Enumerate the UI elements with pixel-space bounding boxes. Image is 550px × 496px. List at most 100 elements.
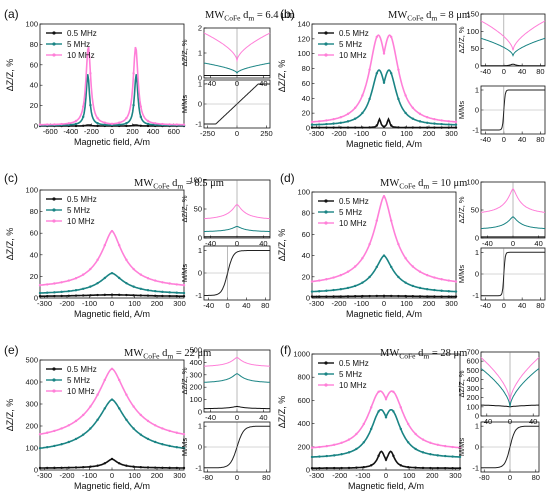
series-marker-2: [429, 441, 432, 445]
series-marker-0: [146, 294, 150, 297]
x-tick-label: 80: [536, 135, 544, 144]
series-marker-1: [89, 103, 92, 107]
legend-marker-0: [52, 31, 56, 35]
series-marker-0: [182, 295, 186, 298]
series-marker-1: [175, 291, 178, 294]
series-marker-1: [421, 451, 425, 454]
series-marker-0: [429, 466, 432, 470]
series-marker-1: [354, 117, 357, 120]
x-tick-label: 80: [262, 473, 270, 482]
y-tick-label: 0: [34, 294, 38, 303]
series-marker-2: [384, 397, 388, 401]
y-tick-label: 0: [306, 124, 310, 133]
x-tick-label: 100: [403, 471, 416, 480]
legend-marker-1: [52, 208, 56, 212]
panel-label: (c): [4, 171, 18, 185]
legend-label: 0.5 MHz: [67, 29, 97, 38]
series-marker-1: [182, 447, 186, 450]
x-axis-label: Magnetic field, A/m: [348, 481, 424, 491]
series-marker-0: [89, 465, 92, 468]
series-marker-1: [390, 72, 393, 75]
y-tick-label: 600: [297, 396, 310, 405]
series-marker-2: [125, 258, 128, 262]
x-tick-label: 100: [400, 129, 413, 138]
panel-label: (f): [280, 343, 291, 357]
y-tick-label: 0: [475, 62, 479, 71]
x-tick-label: -40: [480, 67, 491, 76]
x-tick-label: -40: [481, 417, 492, 426]
title-subscript-m: m: [248, 14, 254, 23]
series-marker-0: [440, 295, 443, 298]
series-marker-1: [397, 275, 400, 279]
y-axis-label: M/Ms: [457, 101, 466, 120]
series-marker-1: [458, 455, 462, 459]
series-marker-2: [426, 273, 429, 277]
series-marker-1: [418, 120, 422, 123]
y-tick-label: 1: [475, 422, 479, 431]
series-marker-1: [60, 290, 63, 294]
y-axis-label: M/Ms: [457, 438, 466, 457]
series-marker-2: [175, 431, 178, 434]
legend-label: 0.5 MHz: [339, 197, 369, 206]
series-marker-2: [74, 119, 78, 123]
y-axis-label: ΔZ/Z, %: [5, 59, 15, 92]
series-marker-1: [340, 453, 343, 456]
series-marker-2: [118, 378, 121, 382]
x-tick-label: 0: [508, 417, 512, 426]
x-tick-label: 0: [382, 299, 386, 308]
series-marker-1: [436, 454, 439, 457]
y-tick-label: 2: [198, 24, 202, 33]
series-marker-2: [67, 424, 71, 427]
legend-marker-0: [52, 197, 56, 201]
series-marker-0: [182, 466, 186, 470]
series-marker-2: [74, 277, 78, 280]
series-marker-1: [96, 281, 99, 285]
x-axis-label: Magnetic field, A/m: [74, 137, 150, 147]
legend-marker-2: [52, 219, 56, 223]
series-marker-1: [368, 97, 371, 101]
inset-series-line-2: [480, 357, 540, 402]
y-tick-label: 0: [475, 412, 479, 421]
x-tick-label: 40: [518, 67, 526, 76]
series-marker-0: [355, 466, 358, 469]
series-marker-1: [361, 281, 364, 284]
series-marker-2: [447, 120, 450, 123]
series-marker-2: [318, 279, 321, 282]
x-axis-label: Magnetic field, A/m: [346, 309, 422, 319]
series-marker-0: [67, 466, 71, 469]
series-marker-2: [362, 422, 365, 426]
series-marker-0: [426, 295, 429, 298]
legend-label: 0.5 MHz: [339, 359, 369, 368]
title-value: = 8 μm: [437, 10, 470, 21]
series-marker-0: [411, 295, 414, 298]
series-marker-0: [390, 294, 393, 298]
series-marker-2: [96, 258, 99, 262]
series-marker-1: [333, 454, 336, 457]
y-axis-label: ΔZ/Z, %: [5, 228, 15, 261]
series-marker-1: [377, 410, 380, 413]
plot-frame: [39, 23, 185, 127]
title-subscript: CoFe: [153, 182, 170, 191]
series-marker-1: [146, 437, 150, 441]
y-tick-label: 300: [25, 400, 38, 409]
x-tick-label: 80: [536, 67, 544, 76]
y-tick-label: 300: [466, 384, 479, 393]
series-marker-1: [89, 285, 92, 288]
x-tick-label: -200: [59, 471, 74, 480]
y-tick-label: 100: [25, 186, 38, 195]
series-marker-2: [310, 120, 314, 124]
series-marker-1: [154, 440, 157, 444]
series-marker-0: [53, 466, 56, 470]
inset-series-line-0: [204, 405, 270, 410]
series-marker-1: [368, 275, 371, 279]
x-tick-label: 100: [128, 471, 141, 480]
series-marker-2: [404, 256, 407, 260]
series-marker-1: [310, 123, 314, 126]
series-marker-0: [96, 124, 99, 128]
title-d: d: [416, 178, 425, 189]
y-tick-label: 200: [189, 383, 202, 392]
series-marker-2: [407, 422, 410, 426]
series-marker-0: [82, 294, 85, 297]
series-marker-2: [354, 106, 357, 109]
series-marker-1: [154, 289, 157, 293]
